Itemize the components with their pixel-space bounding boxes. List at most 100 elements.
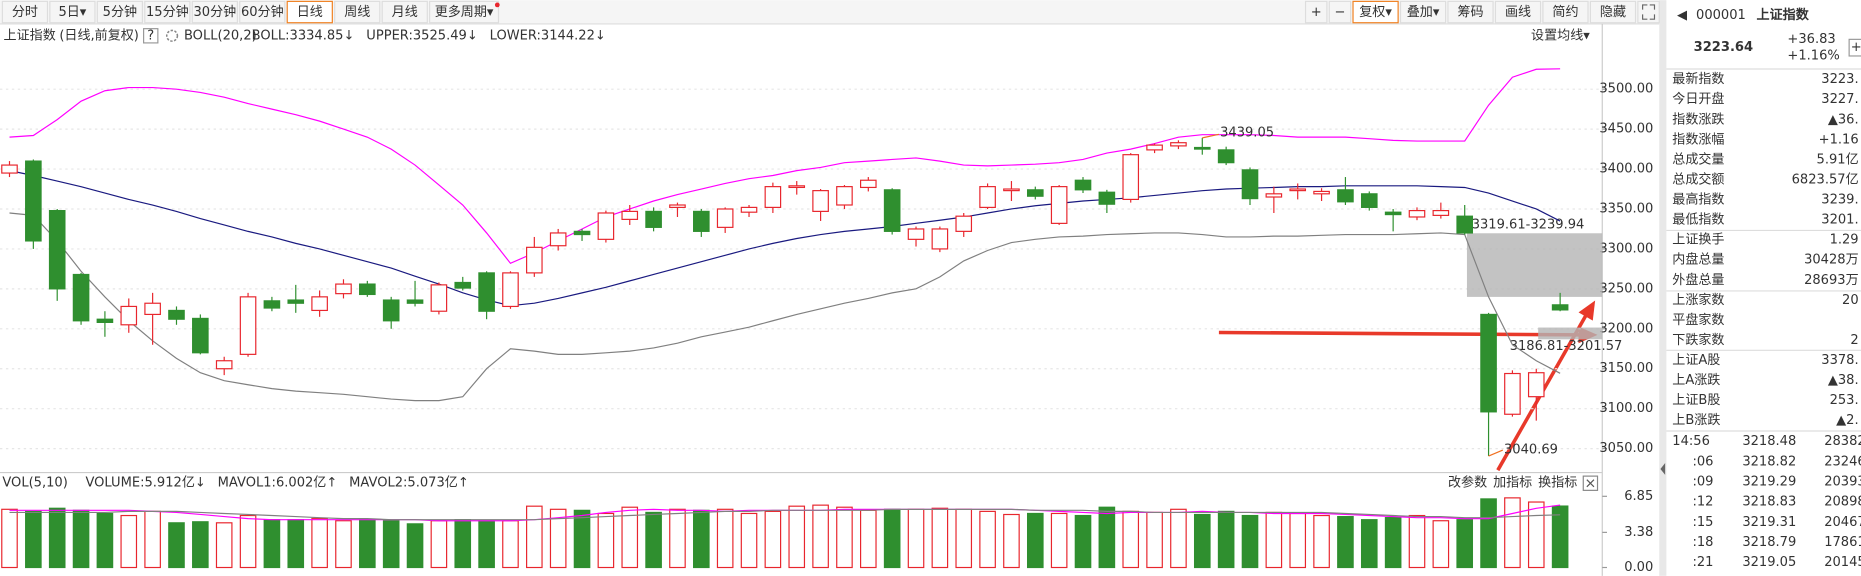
- quote-label: 上涨家数: [1672, 292, 1724, 308]
- quote-label: 最低指数: [1672, 213, 1724, 228]
- quote-value: 28693万: [1804, 273, 1859, 288]
- period-tab[interactable]: [381, 0, 428, 24]
- tool-button-label[interactable]: −: [1334, 5, 1345, 20]
- quote-value: 5.91亿: [1817, 152, 1859, 167]
- candle-body: [907, 228, 925, 240]
- tool-button[interactable]: [1304, 0, 1328, 24]
- indicator-button[interactable]: 改参数: [1448, 475, 1487, 491]
- quote-label: 上A涨跌: [1672, 372, 1720, 388]
- candle-body: [1480, 313, 1497, 413]
- volume-bar: [1098, 506, 1116, 569]
- settings-button[interactable]: 设置均线▾: [1531, 28, 1590, 43]
- period-tab[interactable]: [1, 0, 49, 24]
- tool-button-label[interactable]: 画线: [1505, 5, 1531, 20]
- volume-bar: [1217, 510, 1235, 569]
- quote-label: 上证B股: [1672, 393, 1720, 408]
- volume-bar: [621, 506, 639, 569]
- tool-button[interactable]: [1542, 0, 1589, 24]
- tool-button-label[interactable]: 复权▾: [1359, 4, 1392, 20]
- period-tab-label[interactable]: 更多周期▾: [435, 4, 494, 20]
- candle-body: [1026, 189, 1044, 197]
- period-tab-label[interactable]: 5日▾: [58, 5, 86, 20]
- add-button-icon: +: [1851, 40, 1861, 55]
- candle-body: [740, 206, 758, 213]
- tool-button[interactable]: [1328, 0, 1352, 24]
- period-tab-label[interactable]: 分时: [12, 5, 38, 20]
- candle-body: [1527, 372, 1545, 398]
- period-tab-label[interactable]: 月线: [392, 5, 418, 20]
- quote-value: 1.29: [1830, 233, 1859, 248]
- volume-bar: [1551, 505, 1569, 569]
- period-tab-label[interactable]: 5分钟: [103, 4, 137, 20]
- candle-body: [1408, 209, 1426, 218]
- trade-price: 3218.83: [1742, 495, 1796, 510]
- candle-body: [1337, 189, 1354, 203]
- volume-bar: [287, 519, 305, 569]
- tool-button-label[interactable]: 筹码: [1457, 4, 1483, 20]
- stock-name: 上证指数: [1757, 7, 1810, 23]
- period-tab[interactable]: [334, 0, 381, 24]
- period-tab[interactable]: [191, 0, 238, 24]
- volume-legend: MAVOL1:6.002亿↑: [218, 476, 338, 491]
- volume-bar: [335, 520, 352, 569]
- indicator-button[interactable]: 加指标: [1493, 476, 1532, 491]
- y-tick-label: 3.38: [1624, 525, 1653, 540]
- annotation-arrowhead: [1578, 300, 1596, 321]
- period-tab[interactable]: [239, 0, 286, 24]
- range-box: [1538, 327, 1603, 340]
- panel-divider[interactable]: [1659, 0, 1667, 576]
- tool-button-label[interactable]: +: [1311, 5, 1322, 20]
- volume-bar: [406, 523, 424, 569]
- period-tab[interactable]: [49, 0, 96, 24]
- candle-body: [1241, 169, 1259, 200]
- stock-change-pct: +1.16%: [1787, 48, 1839, 63]
- tool-button[interactable]: [1399, 0, 1447, 24]
- candle-body: [192, 317, 209, 354]
- quote-label: 指数涨跌: [1672, 111, 1724, 127]
- volume-bar: [764, 510, 782, 569]
- period-tab-label[interactable]: 15分钟: [146, 4, 189, 20]
- tool-button[interactable]: [1589, 0, 1637, 24]
- tool-button[interactable]: [1352, 0, 1399, 24]
- add-button[interactable]: [1848, 38, 1861, 57]
- volume-legend: VOLUME:5.912亿↓: [85, 476, 205, 491]
- quote-value: ▲38.: [1828, 373, 1859, 388]
- period-tab-label[interactable]: 日线: [297, 5, 323, 20]
- period-tab[interactable]: [96, 0, 144, 24]
- trade-price: 3219.29: [1742, 475, 1796, 490]
- volume-bar: [382, 520, 400, 569]
- y-tick-label: 3250.00: [1599, 281, 1653, 296]
- help-icon[interactable]: [143, 28, 159, 44]
- tool-button-label[interactable]: 隐藏: [1600, 5, 1626, 20]
- period-tab-label[interactable]: 周线: [344, 5, 370, 20]
- chart-subtitle: (日线,前复权): [59, 27, 139, 43]
- back-icon[interactable]: ◀: [1677, 8, 1687, 23]
- collapse-arrow[interactable]: [1660, 463, 1666, 475]
- candle-body: [48, 209, 66, 290]
- tool-button-label[interactable]: 简约: [1552, 4, 1578, 20]
- indicator-button[interactable]: 换指标: [1538, 476, 1577, 491]
- tool-button[interactable]: [1447, 0, 1494, 24]
- tool-button-label[interactable]: 叠加▾: [1407, 5, 1440, 20]
- candle-body: [406, 299, 424, 304]
- fullscreen-button[interactable]: [1637, 0, 1660, 24]
- volume-bar: [1, 508, 18, 569]
- settings-icon[interactable]: [165, 29, 179, 42]
- trade-price: 3219.05: [1742, 555, 1796, 570]
- candle-body: [1, 164, 18, 174]
- period-tab[interactable]: [144, 0, 191, 24]
- period-tab[interactable]: [429, 0, 500, 24]
- period-tab[interactable]: [286, 0, 333, 24]
- period-tab-label[interactable]: 30分钟: [193, 4, 236, 20]
- volume-bar: [955, 508, 973, 569]
- tool-button[interactable]: [1494, 0, 1542, 24]
- quote-label: 今日开盘: [1672, 91, 1724, 107]
- candle-body: [1098, 191, 1116, 205]
- volume-bar: [430, 520, 448, 569]
- candle-body: [502, 272, 519, 308]
- high-pointer: [1202, 133, 1220, 139]
- candle-body: [335, 283, 352, 295]
- trade-time: :15: [1692, 515, 1713, 530]
- period-tab-label[interactable]: 60分钟: [241, 4, 284, 20]
- candle-body: [716, 208, 734, 228]
